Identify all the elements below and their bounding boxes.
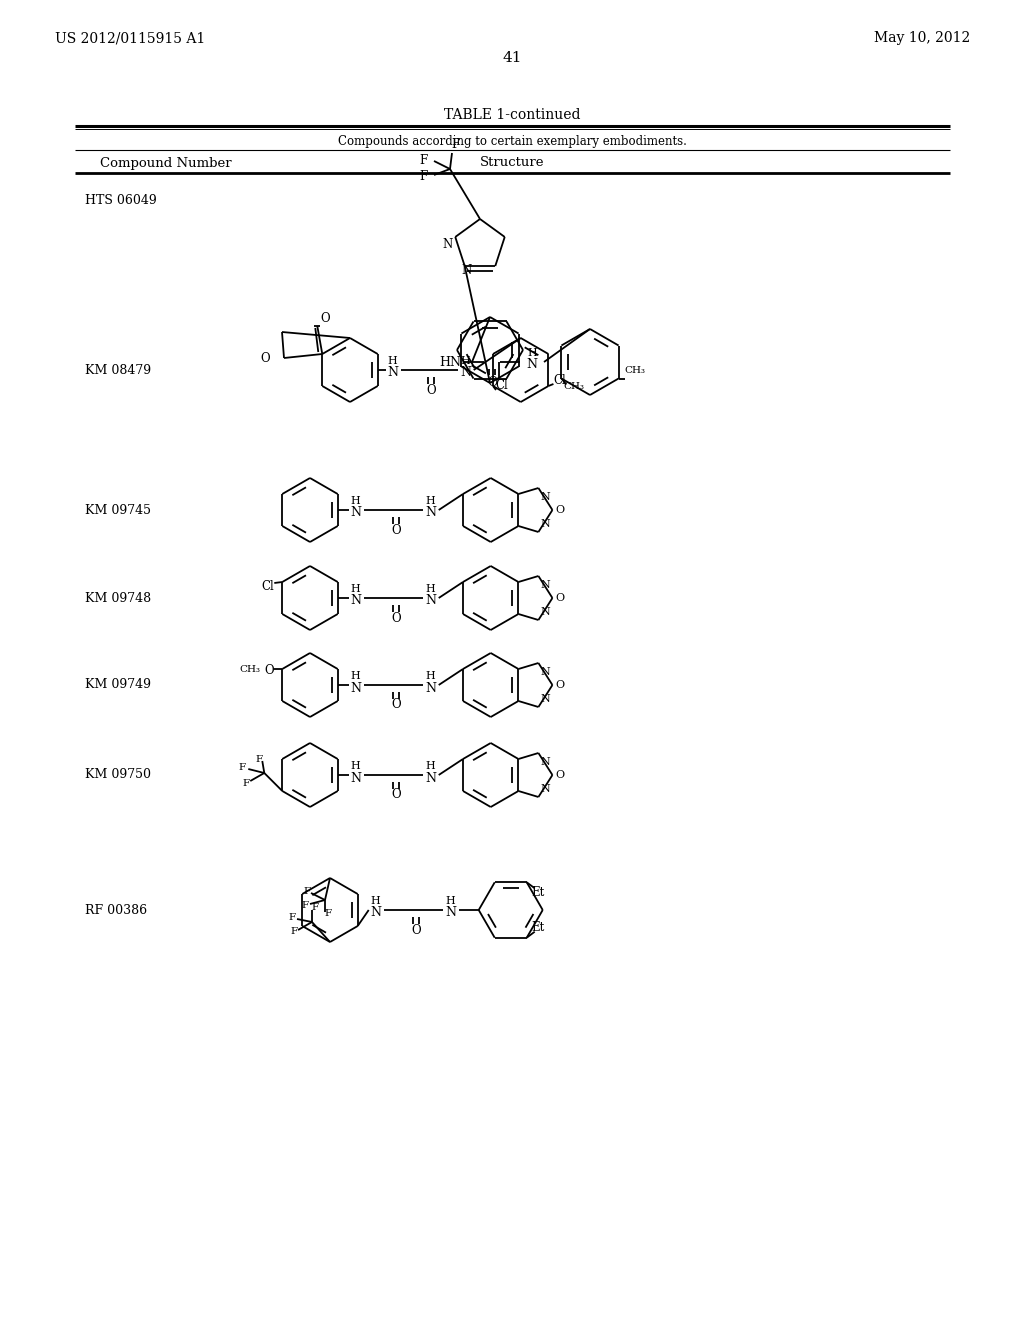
Text: N: N xyxy=(371,907,381,920)
Text: N: N xyxy=(350,771,361,784)
Text: N: N xyxy=(526,359,538,371)
Text: O: O xyxy=(426,384,435,396)
Text: H: H xyxy=(371,896,381,906)
Text: H: H xyxy=(426,762,435,771)
Text: KM 09749: KM 09749 xyxy=(85,678,151,692)
Text: O: O xyxy=(555,770,564,780)
Text: Compounds according to certain exemplary embodiments.: Compounds according to certain exemplary… xyxy=(338,135,686,148)
Text: O: O xyxy=(555,506,564,515)
Text: F: F xyxy=(243,779,250,788)
Text: F: F xyxy=(420,154,428,168)
Text: O: O xyxy=(411,924,421,936)
Text: F: F xyxy=(291,928,298,936)
Text: Structure: Structure xyxy=(480,157,544,169)
Text: N: N xyxy=(445,907,457,920)
Text: O: O xyxy=(555,680,564,690)
Text: Compound Number: Compound Number xyxy=(100,157,231,169)
Text: KM 09748: KM 09748 xyxy=(85,591,152,605)
Text: HTS 06049: HTS 06049 xyxy=(85,194,157,206)
Text: H: H xyxy=(426,496,435,506)
Text: N: N xyxy=(350,594,361,607)
Text: CH₃: CH₃ xyxy=(563,381,585,391)
Text: N: N xyxy=(425,681,436,694)
Text: N: N xyxy=(462,264,472,277)
Text: F: F xyxy=(451,139,459,150)
Text: H: H xyxy=(445,896,456,906)
Text: H: H xyxy=(351,496,360,506)
Text: O: O xyxy=(555,593,564,603)
Text: H: H xyxy=(461,356,471,366)
Text: O: O xyxy=(391,698,400,711)
Text: KM 08479: KM 08479 xyxy=(85,363,152,376)
Text: F: F xyxy=(325,909,332,919)
Text: F: F xyxy=(239,763,246,772)
Text: F: F xyxy=(420,170,428,183)
Text: O: O xyxy=(264,664,274,676)
Text: N: N xyxy=(425,594,436,607)
Text: 41: 41 xyxy=(502,51,522,65)
Text: H: H xyxy=(426,671,435,681)
Text: F: F xyxy=(289,912,296,921)
Text: O: O xyxy=(391,524,400,536)
Text: TABLE 1-continued: TABLE 1-continued xyxy=(443,108,581,121)
Text: F: F xyxy=(301,900,308,909)
Text: F: F xyxy=(256,755,263,763)
Text: CH₃: CH₃ xyxy=(240,665,260,675)
Text: N: N xyxy=(541,667,550,677)
Text: H: H xyxy=(351,671,360,681)
Text: KM 09750: KM 09750 xyxy=(85,768,151,781)
Text: N: N xyxy=(541,519,550,529)
Text: F: F xyxy=(303,887,310,896)
Text: H: H xyxy=(351,583,360,594)
Text: N: N xyxy=(541,784,550,795)
Text: CH₃: CH₃ xyxy=(625,366,645,375)
Text: Cl: Cl xyxy=(495,379,508,392)
Text: H: H xyxy=(527,348,537,358)
Text: H: H xyxy=(351,762,360,771)
Text: N: N xyxy=(350,507,361,520)
Text: H: H xyxy=(426,583,435,594)
Text: Et: Et xyxy=(531,886,545,899)
Text: N: N xyxy=(425,507,436,520)
Text: O: O xyxy=(486,375,498,388)
Text: O: O xyxy=(391,611,400,624)
Text: RF 00386: RF 00386 xyxy=(85,903,147,916)
Text: HN: HN xyxy=(439,355,461,368)
Text: N: N xyxy=(387,367,398,380)
Text: Cl: Cl xyxy=(553,375,566,388)
Text: F: F xyxy=(311,903,318,912)
Text: N: N xyxy=(442,238,453,251)
Text: O: O xyxy=(321,312,330,325)
Text: N: N xyxy=(541,756,550,767)
Text: May 10, 2012: May 10, 2012 xyxy=(873,30,970,45)
Text: N: N xyxy=(460,367,471,380)
Text: N: N xyxy=(425,771,436,784)
Text: O: O xyxy=(260,351,270,364)
Text: H: H xyxy=(388,356,397,366)
Text: Et: Et xyxy=(531,921,545,935)
Text: Cl: Cl xyxy=(261,581,274,594)
Text: KM 09745: KM 09745 xyxy=(85,503,151,516)
Text: US 2012/0115915 A1: US 2012/0115915 A1 xyxy=(55,30,205,45)
Text: N: N xyxy=(541,492,550,502)
Text: N: N xyxy=(541,607,550,616)
Text: N: N xyxy=(541,694,550,704)
Text: O: O xyxy=(391,788,400,801)
Text: N: N xyxy=(350,681,361,694)
Text: N: N xyxy=(541,579,550,590)
